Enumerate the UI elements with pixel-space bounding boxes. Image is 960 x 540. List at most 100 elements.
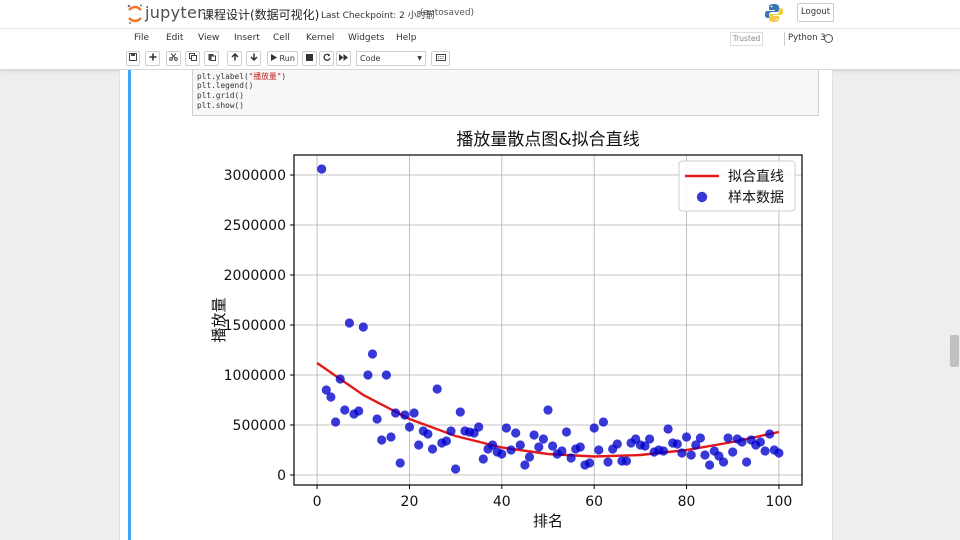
scatter-point: [377, 435, 387, 445]
menu-help[interactable]: Help: [396, 33, 417, 43]
cut-icon: [169, 53, 178, 61]
scatter-point: [381, 370, 391, 380]
scatter-point: [718, 457, 729, 467]
paste-button[interactable]: [204, 51, 219, 66]
stop-icon: [306, 54, 313, 61]
plot-area-frame: [293, 154, 803, 486]
y-tick-label: 0: [277, 468, 286, 484]
jupyter-logo-text: jupyter: [145, 3, 205, 22]
scatter-point: [474, 422, 484, 432]
scatter-point: [488, 440, 498, 450]
x-tick-label: 40: [493, 494, 511, 510]
scatter-point: [612, 439, 622, 449]
scatter-point: [681, 432, 692, 442]
run-label: Run: [279, 54, 295, 63]
logout-button[interactable]: Logout: [797, 3, 834, 22]
copy-button[interactable]: [185, 51, 200, 66]
scatter-point: [737, 437, 747, 447]
axis-ticks: 0 20 40 60 80 100 0 500000 1000000 1500000 2000000…: [224, 168, 793, 510]
scatter-point: [534, 442, 544, 452]
insert-cell-button[interactable]: [145, 51, 160, 66]
scatter-point: [317, 164, 327, 174]
menu-file[interactable]: File: [134, 33, 150, 43]
code-cell-input[interactable]: plt.ylabel("播放量") plt.legend() plt.grid(…: [192, 70, 819, 116]
keyboard-icon: [435, 54, 446, 61]
scatter-point: [561, 427, 572, 437]
kernel-separator: [784, 32, 785, 46]
menu-bar: File Edit View Insert Cell Kernel Widget…: [0, 28, 960, 48]
run-button[interactable]: Run: [267, 51, 298, 66]
legend-box: [678, 160, 796, 212]
notebook-title[interactable]: 课程设计(数据可视化): [202, 8, 320, 22]
menu-cell[interactable]: Cell: [273, 33, 290, 43]
scatter-point: [575, 442, 585, 452]
y-axis-label: 播放量: [210, 297, 228, 342]
cell-type-select[interactable]: Code ▼: [356, 51, 426, 66]
y-tick-label: 1000000: [224, 368, 286, 384]
scatter-point: [441, 436, 451, 446]
plus-icon: [149, 53, 156, 61]
scatter-point: [344, 318, 354, 328]
scatter-point: [409, 408, 419, 418]
restart-run-all-button[interactable]: [336, 51, 351, 66]
jupyter-logo[interactable]: jupyter: [126, 3, 204, 25]
scatter-point: [672, 439, 682, 449]
scatter-point: [340, 405, 350, 415]
copy-icon: [188, 53, 197, 61]
move-up-button[interactable]: [227, 51, 242, 66]
scatter-point: [728, 447, 738, 457]
y-tick-label: 500000: [233, 418, 286, 434]
scatter-point: [391, 408, 401, 418]
scatter-point: [566, 453, 576, 463]
scatter-point: [760, 446, 770, 456]
trusted-indicator[interactable]: Trusted: [730, 32, 763, 46]
scatter-point: [695, 433, 706, 443]
menu-insert[interactable]: Insert: [234, 33, 260, 43]
y-tick-label: 2000000: [224, 268, 286, 284]
chart-legend: 拟合直线 样本数据: [678, 160, 796, 212]
scatter-point: [645, 434, 655, 444]
header-top-row: jupyter 课程设计(数据可视化) Last Checkpoint: 2 小…: [0, 0, 960, 28]
scatter-points-layer: [317, 164, 784, 474]
move-down-button[interactable]: [246, 51, 261, 66]
restart-button[interactable]: [319, 51, 334, 66]
page-scrollbar-thumb[interactable]: [950, 335, 959, 367]
scatter-point: [755, 437, 766, 447]
scatter-point: [372, 414, 382, 424]
menu-view[interactable]: View: [198, 33, 220, 43]
notebook-container: plt.ylabel("播放量") plt.legend() plt.grid(…: [119, 70, 833, 540]
restart-icon: [322, 53, 331, 61]
menu-widgets[interactable]: Widgets: [348, 33, 385, 43]
scatter-point: [529, 430, 539, 440]
scatter-point: [585, 458, 595, 468]
x-tick-label: 100: [766, 494, 793, 510]
scatter-point: [423, 429, 433, 439]
menu-kernel[interactable]: Kernel: [306, 33, 335, 43]
scatter-point: [700, 450, 710, 460]
scatter-point: [557, 446, 567, 456]
legend-sample-label: 样本数据: [728, 190, 784, 206]
scatter-point: [640, 441, 650, 451]
cell-type-value: Code: [360, 54, 381, 63]
notebook-header: jupyter 课程设计(数据可视化) Last Checkpoint: 2 小…: [0, 0, 960, 70]
cut-button[interactable]: [166, 51, 181, 66]
scatter-point: [446, 426, 456, 436]
scatter-point: [543, 405, 553, 415]
kernel-idle-icon: [824, 34, 833, 43]
scatter-point: [427, 444, 438, 454]
interrupt-button[interactable]: [302, 51, 317, 66]
code-line: plt.legend(): [197, 81, 254, 90]
scatter-point: [395, 458, 405, 468]
save-icon: [129, 53, 137, 61]
scatter-point: [331, 417, 341, 427]
scatter-point: [774, 448, 784, 458]
save-button[interactable]: [126, 51, 140, 66]
scatter-point: [742, 457, 752, 467]
menu-edit[interactable]: Edit: [166, 33, 184, 43]
command-palette-button[interactable]: [431, 51, 450, 66]
scatter-point: [589, 423, 599, 433]
y-tick-label: 1500000: [224, 318, 286, 334]
scatter-point: [663, 424, 673, 434]
fast-forward-icon: [339, 54, 348, 61]
